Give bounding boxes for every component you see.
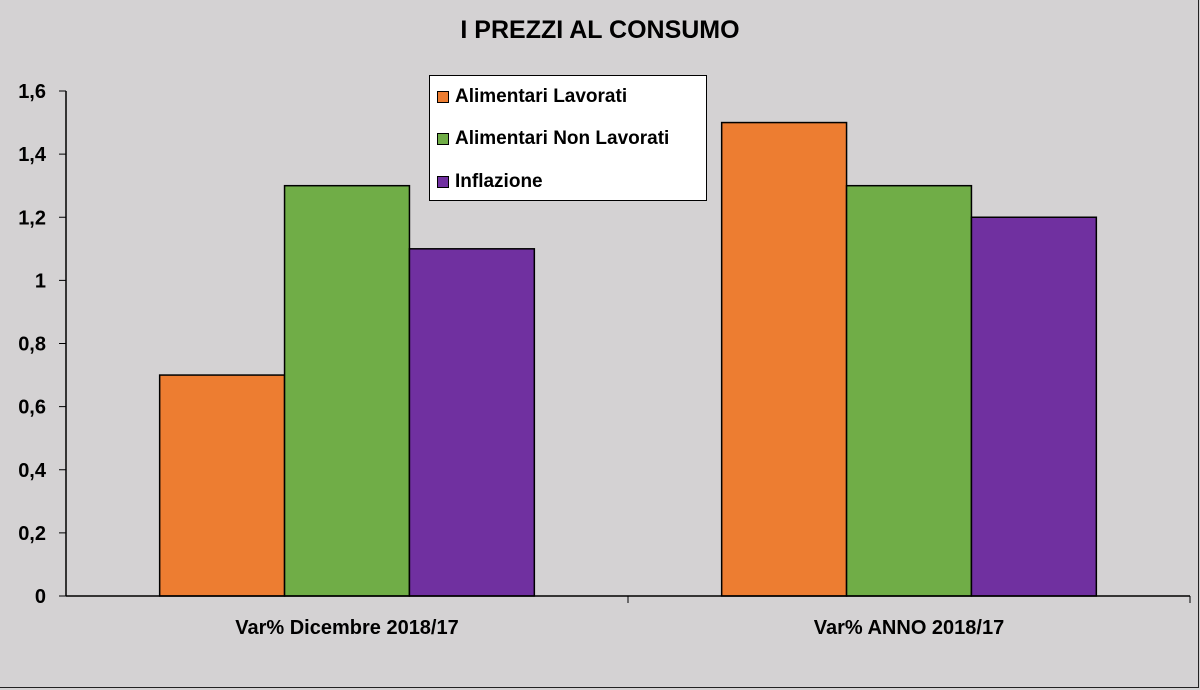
bar (970, 216, 1098, 597)
legend-label: Alimentari Non Lavorati (455, 128, 670, 149)
legend-swatch (437, 133, 449, 145)
bar (408, 248, 536, 597)
bar (158, 374, 286, 597)
y-tick-label: 0,8 (18, 334, 46, 356)
legend-swatch (437, 176, 449, 188)
y-tick-label: 0,2 (18, 523, 46, 545)
legend-label: Inflazione (455, 171, 543, 192)
chart-title: I PREZZI AL CONSUMO (460, 16, 740, 44)
y-tick-label: 1,6 (18, 81, 46, 103)
x-tick-label: Var% ANNO 2018/17 (814, 617, 1004, 639)
legend-label: Alimentari Lavorati (455, 86, 628, 107)
bar (283, 184, 411, 597)
y-tick-label: 1,4 (18, 144, 47, 166)
bar (720, 121, 848, 597)
y-tick-label: 1 (35, 270, 46, 292)
x-tick-label: Var% Dicembre 2018/17 (235, 617, 459, 639)
y-tick-label: 0 (35, 586, 46, 608)
bar (845, 184, 973, 597)
legend-item: Alimentari Lavorati (437, 86, 627, 108)
legend-swatch (437, 91, 449, 103)
y-tick-label: 1,2 (18, 207, 46, 229)
legend: Alimentari Lavorati Alimentari Non Lavor… (429, 75, 707, 201)
y-tick-label: 0,6 (18, 397, 46, 419)
legend-item: Inflazione (437, 171, 543, 193)
legend-item: Alimentari Non Lavorati (437, 128, 669, 150)
y-tick-label: 0,4 (18, 460, 47, 482)
